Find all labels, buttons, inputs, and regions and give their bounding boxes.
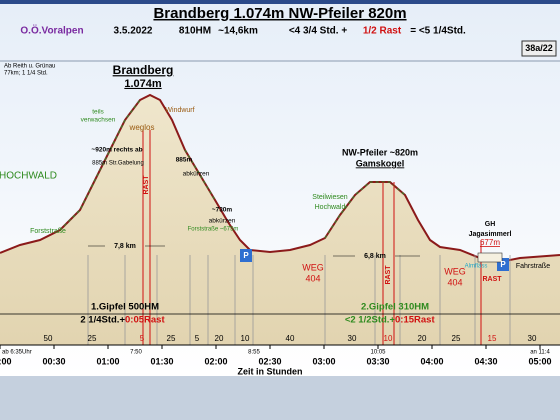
label: NW-Pfeiler ~820m — [342, 147, 418, 157]
label: Brandberg — [113, 63, 174, 77]
label: 6,8 km — [364, 253, 386, 260]
label: ~730m — [212, 207, 233, 214]
summary-title: 1.Gipfel 500HM — [91, 302, 159, 313]
segment-minutes: 20 — [215, 334, 224, 343]
label: ~920m rechts ab — [91, 147, 142, 154]
label: 7,8 km — [114, 243, 136, 250]
tick-label: 04:30 — [474, 356, 497, 366]
tick-label: 03:00 — [312, 356, 335, 366]
label: 1.074m — [124, 78, 162, 90]
label: Windwurf — [165, 107, 194, 114]
tick-label: 04:00 — [420, 356, 443, 366]
clock-time: an 11:4 — [530, 350, 550, 356]
inn-icon — [477, 252, 503, 263]
title: Brandberg 1.074m NW-Pfeiler 820m — [153, 5, 406, 22]
label: ~14,6km — [218, 26, 258, 37]
label: 3.5.2022 — [114, 26, 153, 37]
label: abkürzen — [209, 218, 236, 225]
label: Gamskogel — [356, 158, 405, 168]
segment-minutes: 10 — [241, 334, 250, 343]
label: teils — [92, 109, 104, 116]
segment-minutes: 20 — [418, 334, 427, 343]
axis-label: Zeit in Stunden — [238, 366, 303, 376]
segment-minutes: 40 — [286, 334, 295, 343]
segment-minutes: 25 — [88, 334, 97, 343]
label: Jagasimmerl — [469, 231, 512, 238]
terrain — [0, 95, 560, 345]
segment-minutes: 25 — [452, 334, 461, 343]
tick-label: 01:30 — [150, 356, 173, 366]
tick-label: 03:30 — [366, 356, 389, 366]
tick-label: 02:00 — [204, 356, 227, 366]
label: abkürzen — [183, 171, 210, 178]
label: RAST — [482, 276, 502, 283]
clock-time: 7:50 — [130, 350, 142, 356]
label: Hochwald — [315, 204, 346, 211]
note: Ab Reith u. Grünau — [4, 64, 55, 70]
rest-markers — [142, 130, 482, 345]
label: 404 — [305, 273, 320, 283]
label: HOCHWALD — [0, 171, 57, 182]
label: <4 3/4 Std. + — [289, 26, 348, 37]
label: weglos — [129, 123, 155, 132]
clock-time: 10:05 — [370, 350, 386, 356]
label: RAST — [385, 265, 392, 285]
label: P — [243, 251, 249, 260]
label: Forststraße ~675m — [188, 227, 239, 233]
summary-time: 2 1/4Std.+ — [80, 315, 125, 326]
summary-title: 2.Gipfel 310HM — [361, 302, 429, 313]
segment-minutes: 25 — [167, 334, 176, 343]
segment-minutes: 10 — [384, 334, 393, 343]
tick-label: 00:30 — [42, 356, 65, 366]
summary-rest: 0:15Rast — [395, 315, 435, 326]
region: O.Ö.Voralpen — [20, 24, 83, 37]
forest-overlay — [59, 99, 406, 239]
label: Steilwiesen — [312, 194, 348, 201]
tick-label: 01:00 — [96, 356, 119, 366]
label: 885m Str.Gabelung — [92, 161, 144, 167]
summary-rest: 0:05Rast — [125, 315, 165, 326]
label: GH — [485, 221, 496, 228]
segment-minutes: 5 — [195, 334, 200, 343]
segment-dividers — [87, 255, 511, 345]
clock-time: ab 6:35Uhr — [2, 350, 32, 356]
code-badge — [521, 40, 557, 57]
parking-badge — [240, 249, 252, 262]
segment-minutes: 5 — [140, 334, 145, 343]
label: 1/2 Rast — [363, 26, 402, 37]
label: WEG — [302, 262, 324, 272]
top-band — [0, 0, 560, 4]
segment-minutes: 30 — [528, 334, 537, 343]
label: P — [500, 260, 506, 269]
summary-time: <2 1/2Std.+ — [345, 315, 396, 326]
label: Almfläss — [465, 264, 488, 270]
label: 404 — [447, 277, 462, 287]
label: verwachsen — [81, 117, 116, 124]
label: Fahrstraße — [516, 263, 550, 270]
tick-label: 02:30 — [258, 356, 281, 366]
label: 885m — [176, 157, 193, 164]
note: 77km; 1 1/4 Std. — [4, 71, 48, 77]
label: 677m — [480, 238, 500, 247]
label: WEG — [444, 266, 466, 276]
code: 38a/22 — [525, 43, 553, 53]
label: 810HM — [179, 26, 211, 37]
label: Forststraße — [30, 228, 66, 235]
label: = <5 1/4Std. — [410, 26, 466, 37]
clock-time: 8:55 — [248, 350, 260, 356]
label: RAST — [143, 175, 150, 195]
tick-label: 05:00 — [528, 356, 551, 366]
segment-minutes: 30 — [348, 334, 357, 343]
tick-label: 00:00 — [0, 356, 12, 366]
segment-minutes: 50 — [44, 334, 53, 343]
segment-minutes: 15 — [488, 334, 497, 343]
